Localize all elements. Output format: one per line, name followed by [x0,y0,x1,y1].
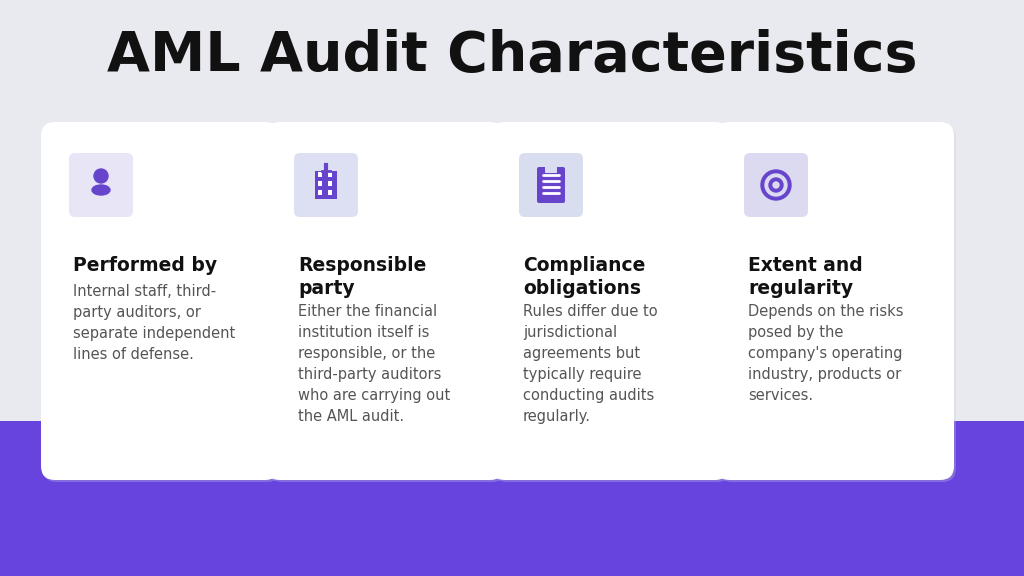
FancyBboxPatch shape [43,124,281,482]
Bar [328,172,332,177]
Text: Internal staff, third-
party auditors, or
separate independent
lines of defense.: Internal staff, third- party auditors, o… [73,284,236,362]
Circle shape [773,182,779,188]
FancyBboxPatch shape [744,153,808,217]
FancyBboxPatch shape [41,122,279,480]
Circle shape [94,169,108,183]
Text: Either the financial
institution itself is
responsible, or the
third-party audit: Either the financial institution itself … [298,304,451,424]
Circle shape [769,178,783,192]
FancyBboxPatch shape [537,167,565,203]
Text: Compliance
obligations: Compliance obligations [523,256,645,298]
Text: Extent and
regularity: Extent and regularity [748,256,863,298]
Bar [315,171,337,199]
Bar [318,190,322,195]
FancyBboxPatch shape [294,153,358,217]
Text: Depends on the risks
posed by the
company's operating
industry, products or
serv: Depends on the risks posed by the compan… [748,304,903,403]
Text: AML Audit Characteristics: AML Audit Characteristics [106,29,918,83]
Bar [0,421,1024,576]
FancyBboxPatch shape [268,124,506,482]
Text: Performed by: Performed by [73,256,217,275]
Bar [318,181,322,186]
FancyBboxPatch shape [519,153,583,217]
Text: Rules differ due to
jurisdictional
agreements but
typically require
conducting a: Rules differ due to jurisdictional agree… [523,304,657,424]
FancyBboxPatch shape [545,166,557,173]
Ellipse shape [92,185,110,195]
Circle shape [761,170,791,200]
FancyBboxPatch shape [69,153,133,217]
FancyBboxPatch shape [718,124,956,482]
FancyBboxPatch shape [716,122,954,480]
FancyBboxPatch shape [266,122,504,480]
Bar [318,172,322,177]
FancyBboxPatch shape [490,122,729,480]
Bar [328,181,332,186]
Circle shape [765,174,787,196]
FancyBboxPatch shape [493,124,731,482]
Text: Responsible
party: Responsible party [298,256,426,298]
Bar [328,190,332,195]
